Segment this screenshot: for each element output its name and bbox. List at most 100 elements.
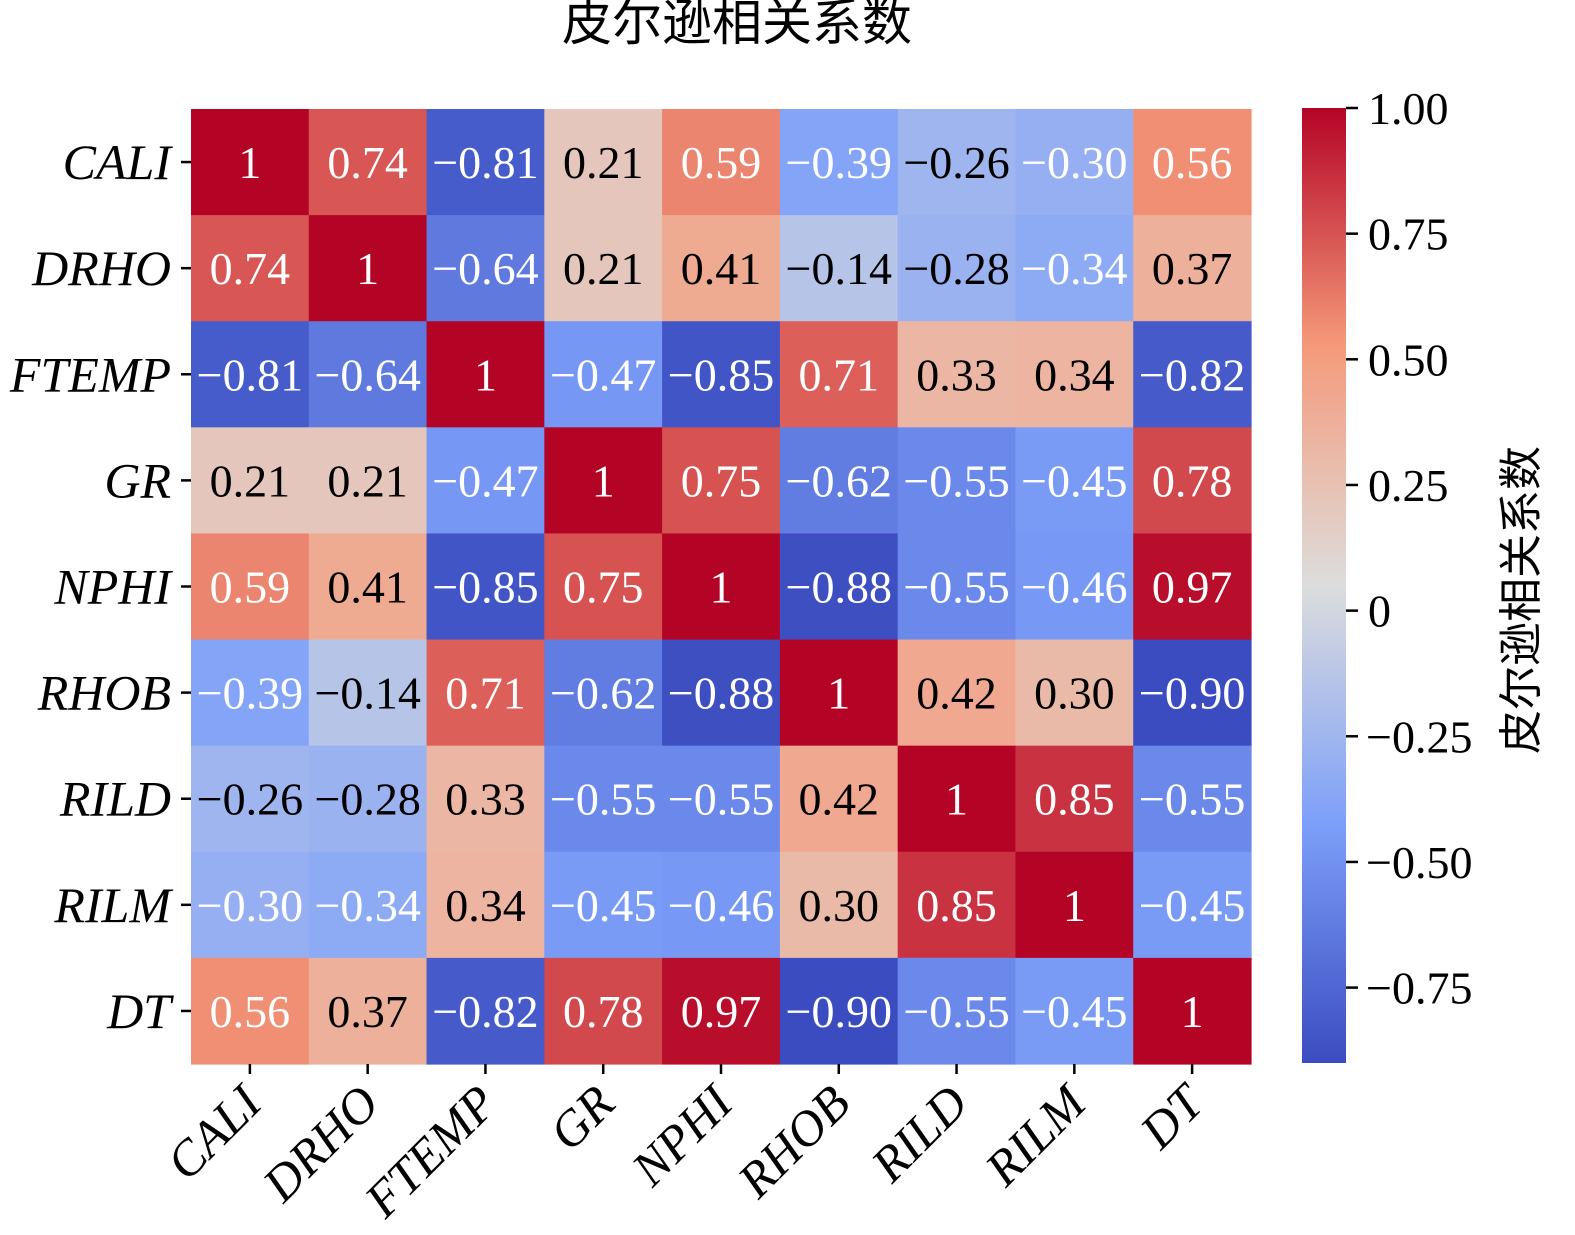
cell-value-label: −0.85	[668, 349, 774, 400]
cell-value-label: 0.85	[916, 880, 997, 931]
cell-value-label: 0.85	[1034, 774, 1115, 825]
colorbar-label: 皮尔逊相关系数	[1496, 446, 1547, 754]
cell-value-label: 0.37	[1152, 243, 1233, 294]
cell-value-label: −0.90	[1139, 668, 1245, 719]
x-tick-label: NPHI	[620, 1073, 744, 1197]
heatmap-cell-RILD-FTEMP	[426, 745, 545, 853]
heatmap-cell-RILM-CALI	[191, 851, 310, 959]
heatmap-cell-DRHO-CALI	[191, 215, 310, 322]
cell-value-label: −0.39	[786, 137, 892, 188]
heatmap-cell-NPHI-FTEMP	[426, 533, 545, 641]
heatmap-cell-CALI-RHOB	[779, 109, 899, 216]
heatmap-cell-CALI-RILM	[1015, 109, 1134, 216]
cell-value-label: 0.59	[681, 137, 762, 188]
cell-value-label: −0.39	[197, 668, 303, 719]
cell-value-label: −0.30	[1021, 137, 1127, 188]
cell-value-label: −0.14	[314, 668, 420, 719]
heatmap-cell-DT-RILD	[897, 957, 1017, 1065]
heatmap-cell-CALI-FTEMP	[426, 109, 545, 216]
heatmap-cell-DT-CALI	[191, 957, 310, 1065]
heatmap-cell-NPHI-RILM	[1015, 533, 1134, 641]
y-axis: CALI DRHO FTEMP GR NPHI RHOB RILD RILM DT	[9, 134, 191, 1039]
x-tick-label: RHOB	[726, 1074, 861, 1209]
cell-value-label: −0.82	[432, 986, 538, 1037]
y-tick-label: FTEMP	[9, 346, 171, 402]
heatmap-cell-labels: 1 0.74 −0.81 0.21 0.59 −0.39 −0.26 −0.30 0.560.7…	[197, 137, 1246, 1037]
cell-value-label: 1	[1063, 880, 1086, 931]
heatmap-cell-RILM-RILM	[1015, 851, 1134, 959]
y-tick-label: DRHO	[31, 240, 171, 296]
heatmap-cell-RILD-GR	[544, 745, 663, 853]
heatmap-cell-RHOB-NPHI	[662, 639, 781, 747]
heatmap-cell-FTEMP-RHOB	[779, 321, 899, 428]
colorbar-tick-label: 0.25	[1368, 460, 1449, 511]
cell-value-label: −0.26	[197, 774, 303, 825]
cell-value-label: 1	[592, 455, 615, 506]
heatmap-cell-GR-RILD	[897, 427, 1017, 535]
heatmap-cell-FTEMP-RILD	[897, 321, 1017, 428]
heatmap-cell-RILD-DRHO	[308, 745, 428, 853]
heatmap-cell-CALI-CALI	[191, 109, 310, 216]
cell-value-label: −0.62	[786, 455, 892, 506]
cell-value-label: −0.64	[432, 243, 538, 294]
y-tick-label: DT	[106, 983, 174, 1039]
cell-value-label: 0.97	[1152, 562, 1233, 613]
heatmap-cell-CALI-NPHI	[662, 109, 781, 216]
heatmap-cell-RHOB-FTEMP	[426, 639, 545, 747]
heatmap-cell-RILM-RHOB	[779, 851, 899, 959]
heatmap-cell-RHOB-CALI	[191, 639, 310, 747]
heatmap-cell-FTEMP-GR	[544, 321, 663, 428]
heatmap-cell-CALI-RILD	[897, 109, 1017, 216]
heatmap-cell-RILM-DT	[1133, 851, 1252, 959]
cell-value-label: 0.21	[327, 455, 408, 506]
x-tick-label: DT	[1128, 1072, 1216, 1160]
cell-value-label: 0.74	[210, 243, 291, 294]
heatmap-cell-DRHO-RILD	[897, 215, 1017, 322]
heatmap-cell-RHOB-DT	[1133, 639, 1252, 747]
cell-value-label: 0.97	[681, 986, 762, 1037]
colorbar-tick-label: −0.75	[1366, 963, 1472, 1014]
heatmap-cell-DRHO-DRHO	[308, 215, 428, 322]
cell-value-label: 1	[710, 562, 733, 613]
cell-value-label: 0.21	[210, 455, 291, 506]
y-tick-label: GR	[104, 452, 171, 508]
cell-value-label: −0.45	[1021, 455, 1127, 506]
heatmap-cell-RILM-GR	[544, 851, 663, 959]
heatmap-cell-RILD-RILD	[897, 745, 1017, 853]
colorbar-tick-label: −0.50	[1366, 837, 1472, 888]
cell-value-label: 0.21	[563, 243, 644, 294]
heatmap-cell-FTEMP-DRHO	[308, 321, 428, 428]
heatmap-cell-DT-RILM	[1015, 957, 1134, 1065]
heatmap-cell-DRHO-RILM	[1015, 215, 1134, 322]
cell-value-label: −0.28	[903, 243, 1009, 294]
cell-value-label: −0.62	[550, 668, 656, 719]
heatmap-cell-GR-RHOB	[779, 427, 899, 535]
heatmap-cell-RILM-NPHI	[662, 851, 781, 959]
cell-value-label: −0.26	[903, 137, 1009, 188]
cell-value-label: −0.47	[432, 455, 538, 506]
heatmap-cell-CALI-GR	[544, 109, 663, 216]
x-tick-label: GR	[538, 1074, 625, 1161]
heatmap-cell-RILD-DT	[1133, 745, 1252, 853]
cell-value-label: 0.71	[445, 668, 526, 719]
cell-value-label: −0.45	[1021, 986, 1127, 1037]
heatmap-cell-DRHO-GR	[544, 215, 663, 322]
cell-value-label: −0.85	[432, 562, 538, 613]
colorbar-tick-label: 0.75	[1368, 209, 1449, 260]
cell-value-label: 0.78	[563, 986, 644, 1037]
heatmap-cell-FTEMP-DT	[1133, 321, 1252, 428]
heatmap-cell-DRHO-RHOB	[779, 215, 899, 322]
cell-value-label: −0.81	[432, 137, 538, 188]
heatmap-cell-RILM-RILD	[897, 851, 1017, 959]
heatmap-cell-DT-RHOB	[779, 957, 899, 1065]
cell-value-label: 0.74	[327, 137, 408, 188]
heatmap-cell-NPHI-RHOB	[779, 533, 899, 641]
cell-value-label: 1	[238, 137, 261, 188]
heatmap-cell-GR-FTEMP	[426, 427, 545, 535]
cell-value-label: 1	[356, 243, 379, 294]
cell-value-label: −0.55	[903, 455, 1009, 506]
heatmap-cell-DRHO-DT	[1133, 215, 1252, 322]
heatmap-cell-GR-DRHO	[308, 427, 428, 535]
heatmap-cell-RHOB-GR	[544, 639, 663, 747]
cell-value-label: 1	[827, 668, 850, 719]
